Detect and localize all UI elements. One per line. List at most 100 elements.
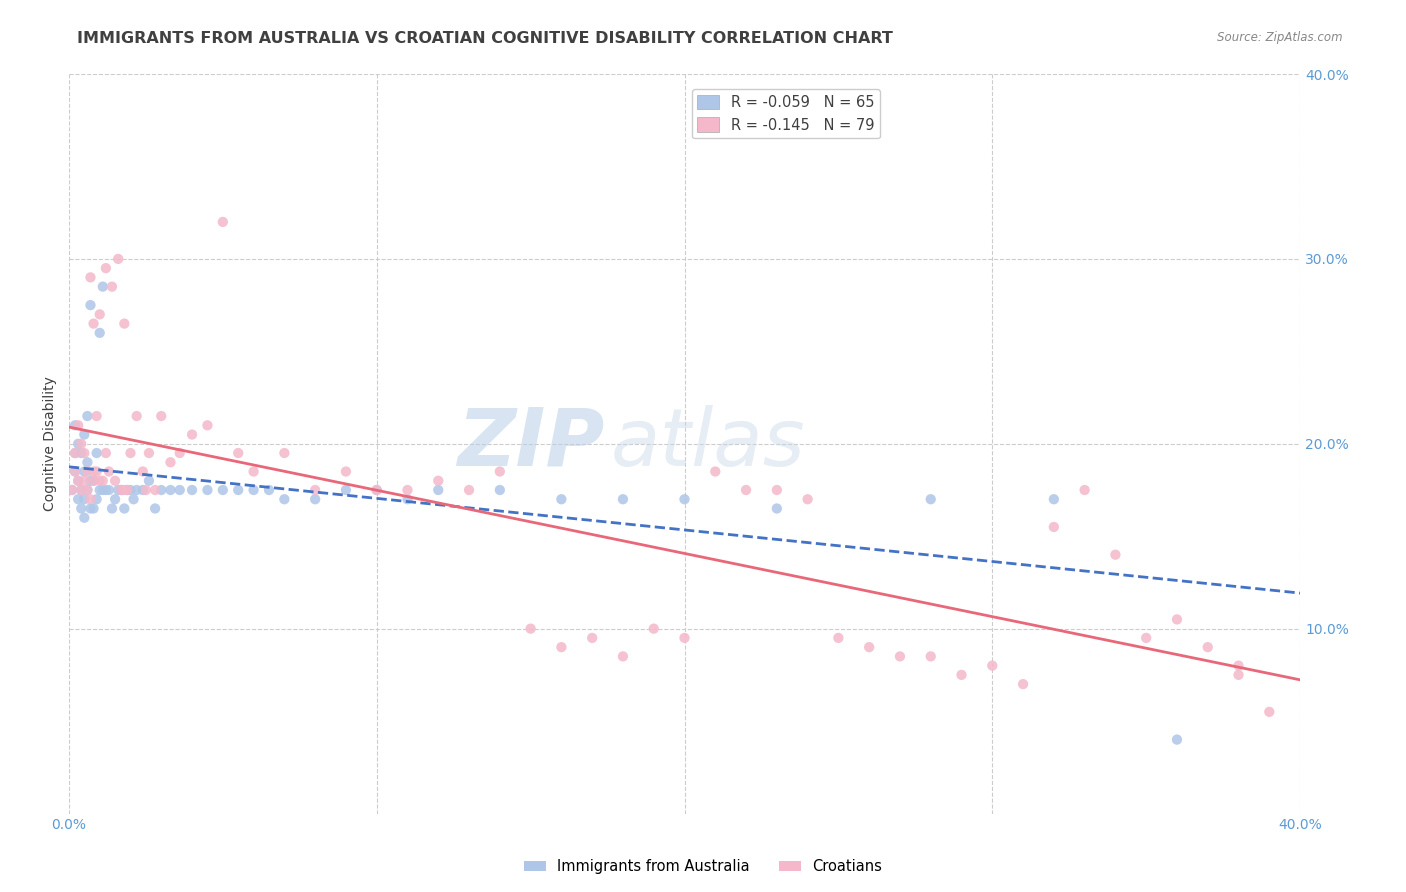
Point: [73, 465, 96, 479]
Point: [112, 483, 135, 497]
Point: [132, 483, 155, 497]
Point: [920, 492, 942, 507]
Point: [120, 446, 142, 460]
Point: [581, 631, 603, 645]
Point: [704, 465, 727, 479]
Point: [79, 492, 101, 507]
Point: [273, 446, 295, 460]
Point: [458, 483, 481, 497]
Point: [920, 649, 942, 664]
Point: [143, 483, 166, 497]
Point: [70, 501, 93, 516]
Point: [950, 668, 973, 682]
Point: [79, 270, 101, 285]
Point: [89, 326, 111, 340]
Point: [226, 446, 249, 460]
Point: [335, 483, 357, 497]
Point: [110, 483, 132, 497]
Point: [89, 474, 111, 488]
Point: [735, 483, 758, 497]
Point: [766, 483, 789, 497]
Point: [70, 437, 93, 451]
Point: [76, 483, 98, 497]
Point: [273, 492, 295, 507]
Point: [101, 501, 124, 516]
Point: [83, 317, 105, 331]
Point: [97, 465, 120, 479]
Point: [83, 474, 105, 488]
Text: ZIP: ZIP: [457, 405, 605, 483]
Point: [488, 465, 510, 479]
Point: [1258, 705, 1281, 719]
Point: [181, 483, 204, 497]
Point: [673, 631, 696, 645]
Point: [73, 446, 96, 460]
Point: [427, 483, 450, 497]
Point: [110, 483, 132, 497]
Point: [138, 474, 160, 488]
Point: [612, 649, 634, 664]
Point: [76, 465, 98, 479]
Point: [169, 483, 191, 497]
Point: [63, 465, 86, 479]
Point: [86, 446, 108, 460]
Point: [67, 437, 90, 451]
Point: [242, 465, 264, 479]
Point: [1012, 677, 1035, 691]
Point: [94, 446, 117, 460]
Point: [79, 501, 101, 516]
Point: [643, 622, 665, 636]
Point: [1197, 640, 1219, 655]
Point: [73, 427, 96, 442]
Text: IMMIGRANTS FROM AUSTRALIA VS CROATIAN COGNITIVE DISABILITY CORRELATION CHART: IMMIGRANTS FROM AUSTRALIA VS CROATIAN CO…: [77, 31, 893, 46]
Point: [76, 409, 98, 423]
Point: [138, 446, 160, 460]
Point: [101, 279, 124, 293]
Point: [63, 446, 86, 460]
Point: [104, 474, 127, 488]
Point: [519, 622, 541, 636]
Y-axis label: Cognitive Disability: Cognitive Disability: [44, 376, 58, 511]
Point: [1073, 483, 1095, 497]
Point: [150, 483, 173, 497]
Point: [73, 510, 96, 524]
Point: [135, 483, 157, 497]
Point: [169, 446, 191, 460]
Point: [1043, 492, 1066, 507]
Legend: Immigrants from Australia, Croatians: Immigrants from Australia, Croatians: [517, 854, 889, 880]
Point: [89, 307, 111, 321]
Point: [63, 465, 86, 479]
Point: [117, 483, 139, 497]
Point: [226, 483, 249, 497]
Point: [67, 492, 90, 507]
Legend: R = -0.059   N = 65, R = -0.145   N = 79: R = -0.059 N = 65, R = -0.145 N = 79: [692, 88, 880, 138]
Point: [335, 465, 357, 479]
Point: [104, 492, 127, 507]
Point: [83, 474, 105, 488]
Point: [70, 483, 93, 497]
Point: [304, 483, 326, 497]
Point: [73, 492, 96, 507]
Point: [120, 483, 142, 497]
Point: [981, 658, 1004, 673]
Point: [242, 483, 264, 497]
Point: [827, 631, 849, 645]
Text: Source: ZipAtlas.com: Source: ZipAtlas.com: [1218, 31, 1343, 45]
Point: [122, 492, 145, 507]
Point: [796, 492, 818, 507]
Point: [197, 418, 219, 433]
Point: [211, 215, 233, 229]
Point: [143, 501, 166, 516]
Point: [70, 483, 93, 497]
Point: [94, 261, 117, 276]
Point: [112, 501, 135, 516]
Point: [86, 492, 108, 507]
Point: [150, 409, 173, 423]
Point: [1043, 520, 1066, 534]
Point: [673, 492, 696, 507]
Point: [86, 409, 108, 423]
Point: [766, 501, 789, 516]
Point: [67, 418, 90, 433]
Point: [83, 465, 105, 479]
Point: [125, 409, 148, 423]
